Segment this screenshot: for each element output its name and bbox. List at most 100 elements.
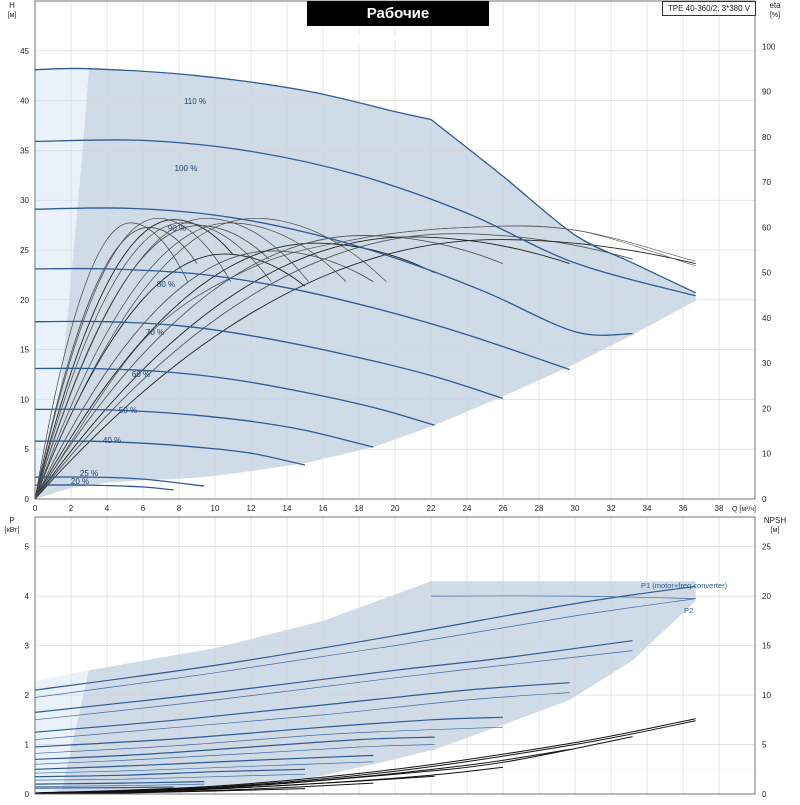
npsh-curve	[34, 788, 306, 794]
speed-curve	[34, 267, 570, 371]
p1-curve	[34, 716, 504, 748]
q-axis-tick-label: 12	[247, 504, 256, 513]
eta-curve-small	[34, 217, 232, 500]
chart-title: Рабочие характеристики	[307, 1, 489, 47]
head-panel: 110 %100 %90 %80 %70 %60 %50 %40 %25 %20…	[8, 0, 781, 513]
eta-curve	[34, 236, 570, 500]
power-axis-tick-label: 3	[25, 642, 30, 651]
q-axis-tick-label: 32	[607, 504, 616, 513]
speed-curve	[34, 440, 306, 466]
eta-axis-tick-label: 30	[762, 359, 771, 368]
p2-curve	[34, 598, 696, 698]
power-axis-unit: [кВт]	[5, 527, 20, 534]
p1-series-label: P1 (motor+freq.converter)	[641, 581, 728, 590]
npsh-curve	[34, 720, 696, 794]
p1-curve	[34, 768, 306, 778]
eta-axis-tick-label: 100	[762, 42, 776, 51]
q-axis-tick-label: 14	[283, 504, 292, 513]
npsh-axis-title: NPSH	[764, 516, 786, 525]
p1-curve	[34, 585, 696, 691]
q-axis-tick-label: 16	[319, 504, 328, 513]
eta-axis-tick-label: 60	[762, 223, 771, 232]
head-operating-area	[35, 68, 696, 499]
npsh-axis-tick-label: 15	[762, 642, 771, 651]
speed-curve-label: 25 %	[80, 469, 98, 478]
eta-curve	[34, 250, 374, 500]
npsh-axis-tick-label: 20	[762, 592, 771, 601]
eta-curve	[34, 225, 270, 500]
speed-curve-label: 110 %	[184, 97, 206, 106]
head-axis-tick-label: 45	[20, 47, 29, 56]
head-axis-title: H	[9, 1, 15, 10]
q-axis-tick-label: 6	[141, 504, 146, 513]
head-axis-tick-label: 20	[20, 296, 29, 305]
power-operating-area	[35, 581, 696, 794]
eta-axis-tick-label: 0	[762, 495, 767, 504]
npsh-axis-unit: [м]	[771, 527, 780, 534]
eta-envelope-curve	[34, 225, 696, 500]
p2-curve	[34, 744, 435, 765]
power-min-flow-area	[35, 670, 89, 794]
head-axis-tick-label: 35	[20, 146, 29, 155]
q-axis-tick-label: 4	[105, 504, 110, 513]
speed-curve	[34, 476, 205, 487]
power-axis-tick-label: 5	[25, 543, 30, 552]
q-axis-tick-label: 18	[355, 504, 364, 513]
speed-curve	[34, 320, 504, 400]
p2-curve	[34, 650, 633, 721]
p2-curve	[34, 761, 374, 774]
eta-axis-title: eta	[769, 1, 781, 10]
p1-curve	[34, 781, 205, 785]
speed-curve-label: 50 %	[119, 406, 137, 415]
head-min-flow-area	[35, 68, 89, 499]
p2-curve	[34, 783, 205, 787]
power-axis-tick-label: 0	[25, 790, 30, 799]
head-axis-tick-label: 15	[20, 346, 29, 355]
q-axis-tick-label: 2	[69, 504, 74, 513]
q-axis-tick-label: 34	[643, 504, 652, 513]
eta-axis-tick-label: 40	[762, 314, 771, 323]
speed-curve	[34, 484, 174, 491]
head-axis-tick-label: 10	[20, 395, 29, 404]
speed-curve	[34, 67, 432, 121]
npsh-axis-tick-label: 0	[762, 790, 767, 799]
head-axis-tick-label: 30	[20, 196, 29, 205]
eta-axis-tick-label: 50	[762, 269, 771, 278]
speed-curve	[430, 118, 696, 294]
q-axis-tick-label: 38	[715, 504, 724, 513]
speed-curve	[34, 367, 435, 426]
head-axis-tick-label: 0	[25, 495, 30, 504]
speed-curve	[34, 207, 633, 336]
eta-axis-tick-label: 80	[762, 133, 771, 142]
npsh-axis-tick-label: 10	[762, 691, 771, 700]
npsh-axis-tick-label: 25	[762, 543, 771, 552]
speed-curve-label: 100 %	[175, 164, 198, 173]
speed-curve	[34, 408, 374, 448]
head-axis-tick-label: 40	[20, 97, 29, 106]
p1-curve	[34, 682, 570, 733]
eta-curve	[34, 239, 696, 500]
eta-curve	[34, 219, 234, 500]
q-axis-tick-label: 8	[177, 504, 182, 513]
eta-curve-small	[34, 222, 188, 500]
p2-curve	[34, 773, 306, 781]
head-axis-unit: [м]	[8, 12, 17, 19]
p1-curve	[34, 786, 174, 789]
q-axis-tick-label: 30	[571, 504, 580, 513]
power-panel: P [кВт] 0 1 2 3 4 5 NPSH [м] 0 5 10 15 20 25 P1 (motor+f…	[5, 516, 787, 799]
npsh-curve	[34, 782, 374, 794]
eta-curve-small	[34, 222, 272, 500]
speed-curve-label: 90 %	[168, 224, 186, 233]
p2-curve	[430, 595, 696, 599]
q-axis-tick-label: 36	[679, 504, 688, 513]
npsh-curve	[34, 749, 570, 794]
pump-model-label: TPE 40-360/2, 3*380 V	[662, 1, 756, 16]
eta-curve-small	[34, 222, 347, 500]
q-axis-tick-label: 24	[463, 504, 472, 513]
head-axis-tick-label: 25	[20, 246, 29, 255]
p2-curve	[34, 692, 570, 740]
q-axis-tick-label: 22	[427, 504, 436, 513]
head-axis-tick-label: 5	[25, 445, 30, 454]
eta-axis-tick-label: 20	[762, 404, 771, 413]
